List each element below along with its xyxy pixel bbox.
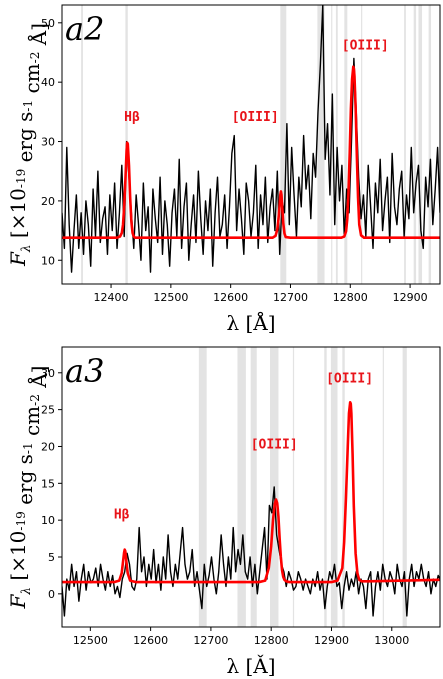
line-annotation: [OIII]: [342, 39, 389, 54]
panel-a3: 12500 12600 12700 12800 12900 13000 0 5 10 15 20 25…: [6, 346, 441, 678]
model-fit-line: [62, 400, 440, 584]
y-axis-label: Fλ [×10-19 erg s-1 cm-2 Å]: [6, 366, 51, 610]
masked-region: [198, 347, 207, 627]
masked-region: [344, 5, 348, 284]
masked-region: [280, 5, 287, 284]
x-tick-label: 12700: [273, 291, 308, 304]
masked-region: [342, 347, 345, 627]
y-tick-label: 15: [41, 477, 55, 490]
panel-a2: 12400 12500 12600 12700 12800 12900 10 20 30 40 50…: [6, 4, 441, 335]
masked-region: [428, 5, 432, 284]
y-tick-label: 0: [48, 588, 55, 601]
x-tick-label: 12500: [73, 634, 108, 647]
y-tick-label: 5: [48, 551, 55, 564]
line-annotation: [OIII]: [232, 110, 279, 125]
masked-region: [330, 347, 338, 627]
x-tick-label: 12500: [153, 291, 188, 304]
masked-region: [382, 347, 384, 627]
masked-region: [237, 347, 246, 627]
x-tick-label: 12600: [213, 291, 248, 304]
y-tick-label: 50: [41, 17, 55, 30]
masked-region: [413, 5, 417, 284]
masked-region: [81, 5, 83, 284]
y-tick-label: 30: [41, 136, 55, 149]
x-tick-label: 12900: [314, 634, 349, 647]
x-tick-label: 13000: [374, 634, 409, 647]
y-axis-label: Fλ [×10-19 erg s-1 cm-2 Å]: [6, 23, 51, 267]
x-tick-label: 12900: [393, 291, 428, 304]
masked-region: [402, 347, 407, 627]
axes-frame: [61, 346, 441, 628]
x-axis-label: λ [Å]: [226, 310, 275, 335]
x-tick-label: 12700: [193, 634, 228, 647]
line-annotation: Hβ: [114, 508, 130, 523]
x-tick-label: 12400: [94, 291, 129, 304]
masked-region: [324, 347, 327, 627]
x-tick-label: 12800: [254, 634, 289, 647]
data-spectrum-line: [62, 486, 440, 617]
masked-region: [404, 5, 406, 284]
model-fit-line: [62, 65, 440, 239]
axes-frame: [61, 4, 441, 285]
line-annotation: [OIII]: [326, 371, 373, 386]
masked-region: [317, 5, 325, 284]
masked-region: [418, 5, 423, 284]
masked-region: [361, 5, 363, 284]
y-tick-label: 20: [41, 195, 55, 208]
y-tick-label: 10: [41, 254, 55, 267]
line-annotation: Hβ: [124, 110, 140, 125]
y-tick-label: 30: [41, 367, 55, 380]
line-annotation: [OIII]: [251, 438, 298, 453]
masked-region: [250, 347, 257, 627]
y-tick-label: 40: [41, 76, 55, 89]
y-tick-label: 10: [41, 514, 55, 527]
masked-region: [292, 347, 295, 627]
panel-label: a2: [65, 10, 104, 48]
y-tick-label: 20: [41, 440, 55, 453]
x-axis-label: λ [Ǎ]: [226, 654, 275, 678]
x-tick-label: 12800: [333, 291, 368, 304]
panel-label: a3: [65, 352, 104, 390]
plot-area: [62, 5, 440, 284]
y-tick-label: 25: [41, 404, 55, 417]
masked-region: [335, 5, 338, 284]
plot-area: [62, 347, 440, 627]
x-tick-label: 12600: [133, 634, 168, 647]
